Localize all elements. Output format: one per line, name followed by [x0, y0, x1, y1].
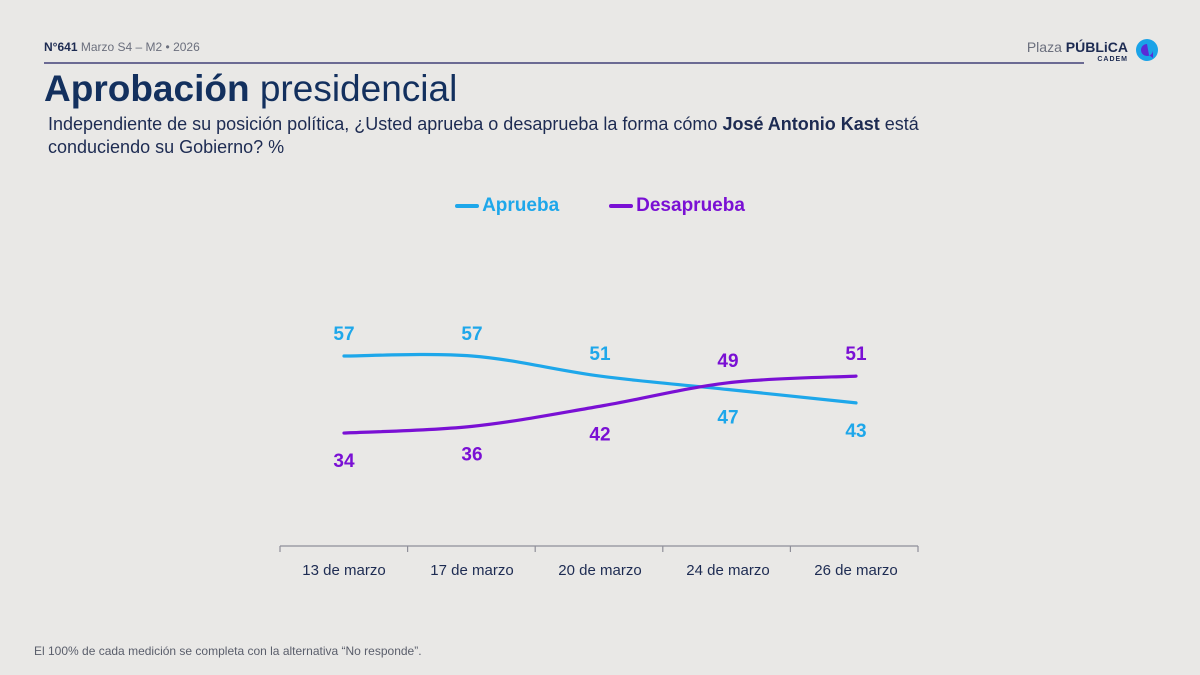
- data-label-aprueba: 51: [589, 344, 611, 365]
- data-label-aprueba: 47: [717, 408, 738, 429]
- plaza-publica-logo: Plaza PÚBLiCA CADEM: [1027, 38, 1160, 64]
- data-label-aprueba: 57: [461, 324, 482, 345]
- survey-question: Independiente de su posición política, ¿…: [48, 114, 919, 157]
- x-tick-label: 17 de marzo: [430, 562, 513, 579]
- legend-item-aprueba: Aprueba: [455, 195, 559, 217]
- data-label-desaprueba: 42: [589, 424, 610, 445]
- page-title: Aprobación presidencial: [44, 68, 458, 109]
- data-label-desaprueba: 51: [845, 344, 867, 365]
- footnote: El 100% de cada medición se completa con…: [34, 644, 422, 658]
- data-label-desaprueba: 36: [461, 444, 482, 465]
- header-rule: [44, 62, 1084, 64]
- legend-swatch: [455, 204, 480, 208]
- issue-info: N°641 Marzo S4 – M2 • 2026: [44, 40, 200, 54]
- data-label-aprueba: 57: [333, 324, 354, 345]
- x-tick-label: 20 de marzo: [558, 562, 641, 579]
- legend-swatch: [609, 204, 634, 208]
- legend-item-desaprueba: Desaprueba: [609, 195, 745, 217]
- x-tick-label: 26 de marzo: [814, 562, 897, 579]
- logo-bubble-icon: [1136, 39, 1158, 61]
- data-label-desaprueba: 34: [333, 451, 355, 472]
- series-line-aprueba: [342, 352, 858, 405]
- x-tick-label: 13 de marzo: [302, 562, 385, 579]
- data-label-aprueba: 43: [845, 421, 866, 442]
- data-label-desaprueba: 49: [717, 351, 738, 372]
- series-line-desaprueba: [342, 374, 858, 435]
- chart-legend: Aprueba Desaprueba: [0, 195, 1200, 217]
- x-tick-label: 24 de marzo: [686, 562, 769, 579]
